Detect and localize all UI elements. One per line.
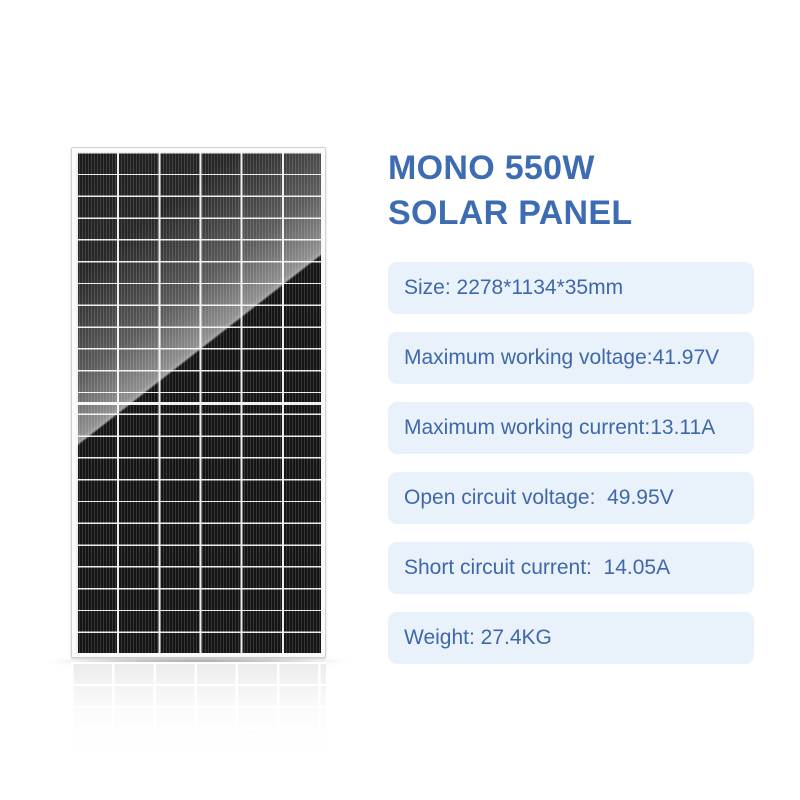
spec-text-short-circuit-current: Short circuit current: 14.05A bbox=[404, 556, 671, 579]
product-title-line2: SOLAR PANEL bbox=[388, 194, 633, 232]
panel-glare-highlight bbox=[76, 152, 321, 653]
spec-row-max-working-voltage: Maximum working voltage:41.97V bbox=[388, 332, 754, 384]
spec-text-open-circuit-voltage: Open circuit voltage: 49.95V bbox=[404, 486, 674, 509]
spec-row-weight: Weight: 27.4KG bbox=[388, 612, 754, 664]
spec-text-max-working-voltage: Maximum working voltage:41.97V bbox=[404, 346, 720, 369]
product-info: MONO 550W SOLAR PANEL Size: 2278*1134*35… bbox=[388, 146, 754, 682]
spec-row-open-circuit-voltage: Open circuit voltage: 49.95V bbox=[388, 472, 754, 524]
spec-text-size: Size: 2278*1134*35mm bbox=[404, 276, 624, 299]
panel-drop-shadow bbox=[38, 658, 358, 665]
spec-row-short-circuit-current: Short circuit current: 14.05A bbox=[388, 542, 754, 594]
product-title-line1: MONO 550W bbox=[388, 149, 595, 187]
product-title: MONO 550W SOLAR PANEL bbox=[388, 146, 754, 236]
spec-text-max-working-current: Maximum working current:13.11A bbox=[404, 416, 716, 439]
spec-row-max-working-current: Maximum working current:13.11A bbox=[388, 402, 754, 454]
spec-text-weight: Weight: 27.4KG bbox=[404, 626, 552, 649]
spec-list: Size: 2278*1134*35mm Maximum working vol… bbox=[388, 262, 754, 664]
panel-floor-reflection bbox=[71, 662, 326, 782]
spec-row-size: Size: 2278*1134*35mm bbox=[388, 262, 754, 314]
solar-cells-grid bbox=[76, 152, 321, 653]
solar-panel-image bbox=[71, 147, 326, 658]
